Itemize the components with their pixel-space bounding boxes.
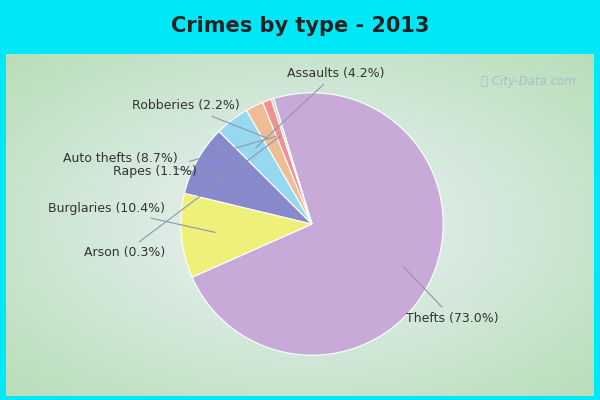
Wedge shape (181, 193, 312, 277)
Text: Robberies (2.2%): Robberies (2.2%) (132, 100, 268, 138)
Wedge shape (263, 99, 312, 224)
Wedge shape (271, 98, 312, 224)
Wedge shape (247, 102, 312, 224)
Text: Assaults (4.2%): Assaults (4.2%) (256, 67, 385, 148)
Wedge shape (184, 132, 312, 224)
Text: Crimes by type - 2013: Crimes by type - 2013 (171, 16, 429, 36)
Wedge shape (219, 110, 312, 224)
Wedge shape (192, 93, 443, 355)
Text: ⓘ City-Data.com: ⓘ City-Data.com (481, 74, 577, 88)
Text: Thefts (73.0%): Thefts (73.0%) (404, 267, 499, 325)
Text: Rapes (1.1%): Rapes (1.1%) (113, 136, 277, 178)
Text: Burglaries (10.4%): Burglaries (10.4%) (48, 202, 215, 232)
Text: Auto thefts (8.7%): Auto thefts (8.7%) (64, 152, 227, 178)
Text: Arson (0.3%): Arson (0.3%) (84, 136, 281, 259)
